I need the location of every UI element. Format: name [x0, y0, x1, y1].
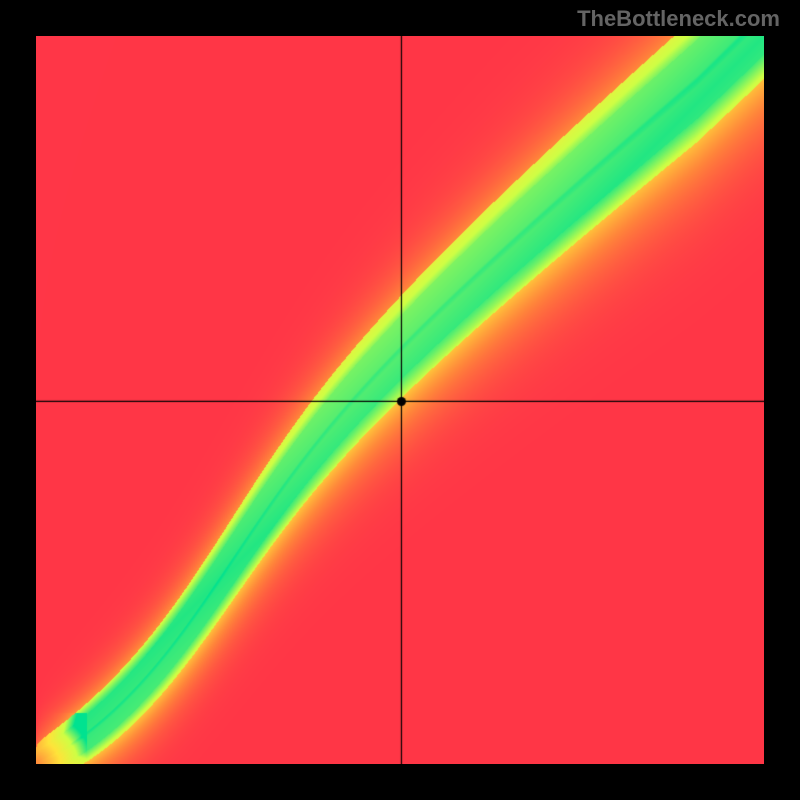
bottleneck-heatmap: [36, 36, 764, 764]
chart-container: TheBottleneck.com: [0, 0, 800, 800]
watermark-text: TheBottleneck.com: [577, 6, 780, 32]
